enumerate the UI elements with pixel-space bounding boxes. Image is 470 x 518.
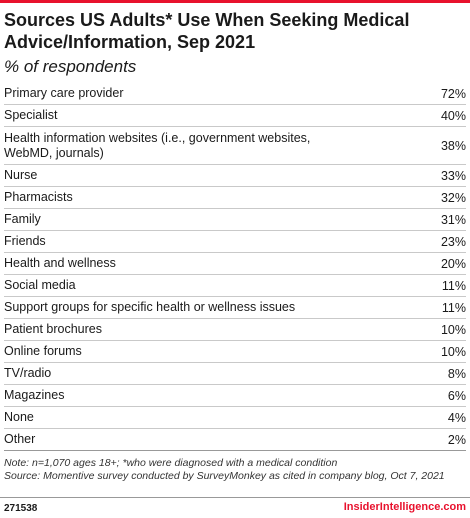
chart-id: 271538 (4, 503, 38, 514)
row-label: Health and wellness (4, 252, 416, 275)
row-label: Family (4, 208, 416, 231)
table-row: Patient brochures 10% (4, 318, 466, 341)
row-label: Specialist (4, 104, 416, 127)
table-row: TV/radio 8% (4, 362, 466, 385)
table-row: Social media 11% (4, 274, 466, 297)
row-label: Magazines (4, 384, 416, 407)
table-row: Friends 23% (4, 230, 466, 253)
row-value: 4% (416, 406, 466, 429)
table-row: Family 31% (4, 208, 466, 231)
row-label: Patient brochures (4, 318, 416, 341)
row-value: 72% (416, 83, 466, 105)
row-value: 11% (416, 274, 466, 297)
row-label: Nurse (4, 164, 416, 187)
row-value: 40% (416, 104, 466, 127)
table-row: Support groups for specific health or we… (4, 296, 466, 319)
table-row: Primary care provider 72% (4, 83, 466, 105)
row-label: Primary care provider (4, 83, 416, 105)
footnote: Note: n=1,070 ages 18+; *who were diagno… (4, 457, 464, 482)
row-label: TV/radio (4, 362, 416, 385)
row-value: 31% (416, 208, 466, 231)
row-value: 20% (416, 252, 466, 275)
row-label: Other (4, 428, 416, 451)
table-row: Health information websites (i.e., gover… (4, 126, 466, 165)
row-value: 8% (416, 362, 466, 385)
row-value: 38% (416, 126, 466, 165)
top-accent-rule (0, 0, 470, 3)
row-label: None (4, 406, 416, 429)
row-label: Health information websites (i.e., gover… (4, 126, 416, 165)
row-value: 32% (416, 186, 466, 209)
note-text: Note: n=1,070 ages 18+; *who were diagno… (4, 457, 338, 469)
row-value: 23% (416, 230, 466, 253)
row-value: 6% (416, 384, 466, 407)
row-label: Friends (4, 230, 416, 253)
row-value: 2% (416, 428, 466, 451)
row-label: Support groups for specific health or we… (4, 296, 416, 319)
row-value: 10% (416, 340, 466, 363)
table-row: Pharmacists 32% (4, 186, 466, 209)
row-value: 33% (416, 164, 466, 187)
footer-rule (0, 497, 470, 498)
table-row: Specialist 40% (4, 104, 466, 127)
row-label: Social media (4, 274, 416, 297)
brand-logo-text[interactable]: InsiderIntelligence.com (343, 501, 466, 513)
chart-subtitle: % of respondents (4, 57, 137, 76)
row-value: 11% (416, 296, 466, 319)
row-label: Online forums (4, 340, 416, 363)
table-row: None 4% (4, 406, 466, 429)
row-label: Pharmacists (4, 186, 416, 209)
row-value: 10% (416, 318, 466, 341)
table-row: Online forums 10% (4, 340, 466, 363)
table-row: Magazines 6% (4, 384, 466, 407)
chart-title: Sources US Adults* Use When Seeking Medi… (4, 10, 410, 52)
data-table: Primary care provider 72% Specialist 40% Hea… (4, 83, 466, 451)
table-row: Health and wellness 20% (4, 252, 466, 275)
table-row: Nurse 33% (4, 164, 466, 187)
source-text: Source: Momentive survey conducted by Su… (4, 469, 445, 482)
table-row: Other 2% (4, 428, 466, 451)
